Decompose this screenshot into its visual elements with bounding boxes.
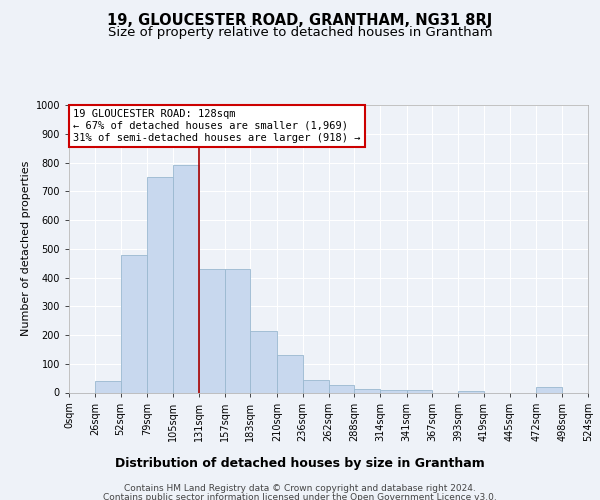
Text: 19 GLOUCESTER ROAD: 128sqm
← 67% of detached houses are smaller (1,969)
31% of s: 19 GLOUCESTER ROAD: 128sqm ← 67% of deta… xyxy=(73,110,361,142)
Text: 19, GLOUCESTER ROAD, GRANTHAM, NG31 8RJ: 19, GLOUCESTER ROAD, GRANTHAM, NG31 8RJ xyxy=(107,12,493,28)
Bar xyxy=(277,355,303,393)
Bar xyxy=(199,269,224,392)
Bar xyxy=(121,254,147,392)
Text: Size of property relative to detached houses in Grantham: Size of property relative to detached ho… xyxy=(107,26,493,39)
Text: Contains public sector information licensed under the Open Government Licence v3: Contains public sector information licen… xyxy=(103,492,497,500)
Bar xyxy=(407,390,433,392)
Text: Distribution of detached houses by size in Grantham: Distribution of detached houses by size … xyxy=(115,458,485,470)
Bar xyxy=(536,388,562,392)
Text: Contains HM Land Registry data © Crown copyright and database right 2024.: Contains HM Land Registry data © Crown c… xyxy=(124,484,476,493)
Bar xyxy=(95,381,121,392)
Bar xyxy=(147,177,173,392)
Bar xyxy=(458,391,484,392)
Bar xyxy=(303,380,329,392)
Bar xyxy=(380,390,407,392)
Bar xyxy=(173,166,199,392)
Bar xyxy=(354,389,380,392)
Bar xyxy=(329,386,354,392)
Bar xyxy=(250,330,277,392)
Y-axis label: Number of detached properties: Number of detached properties xyxy=(22,161,31,336)
Bar xyxy=(224,269,250,392)
